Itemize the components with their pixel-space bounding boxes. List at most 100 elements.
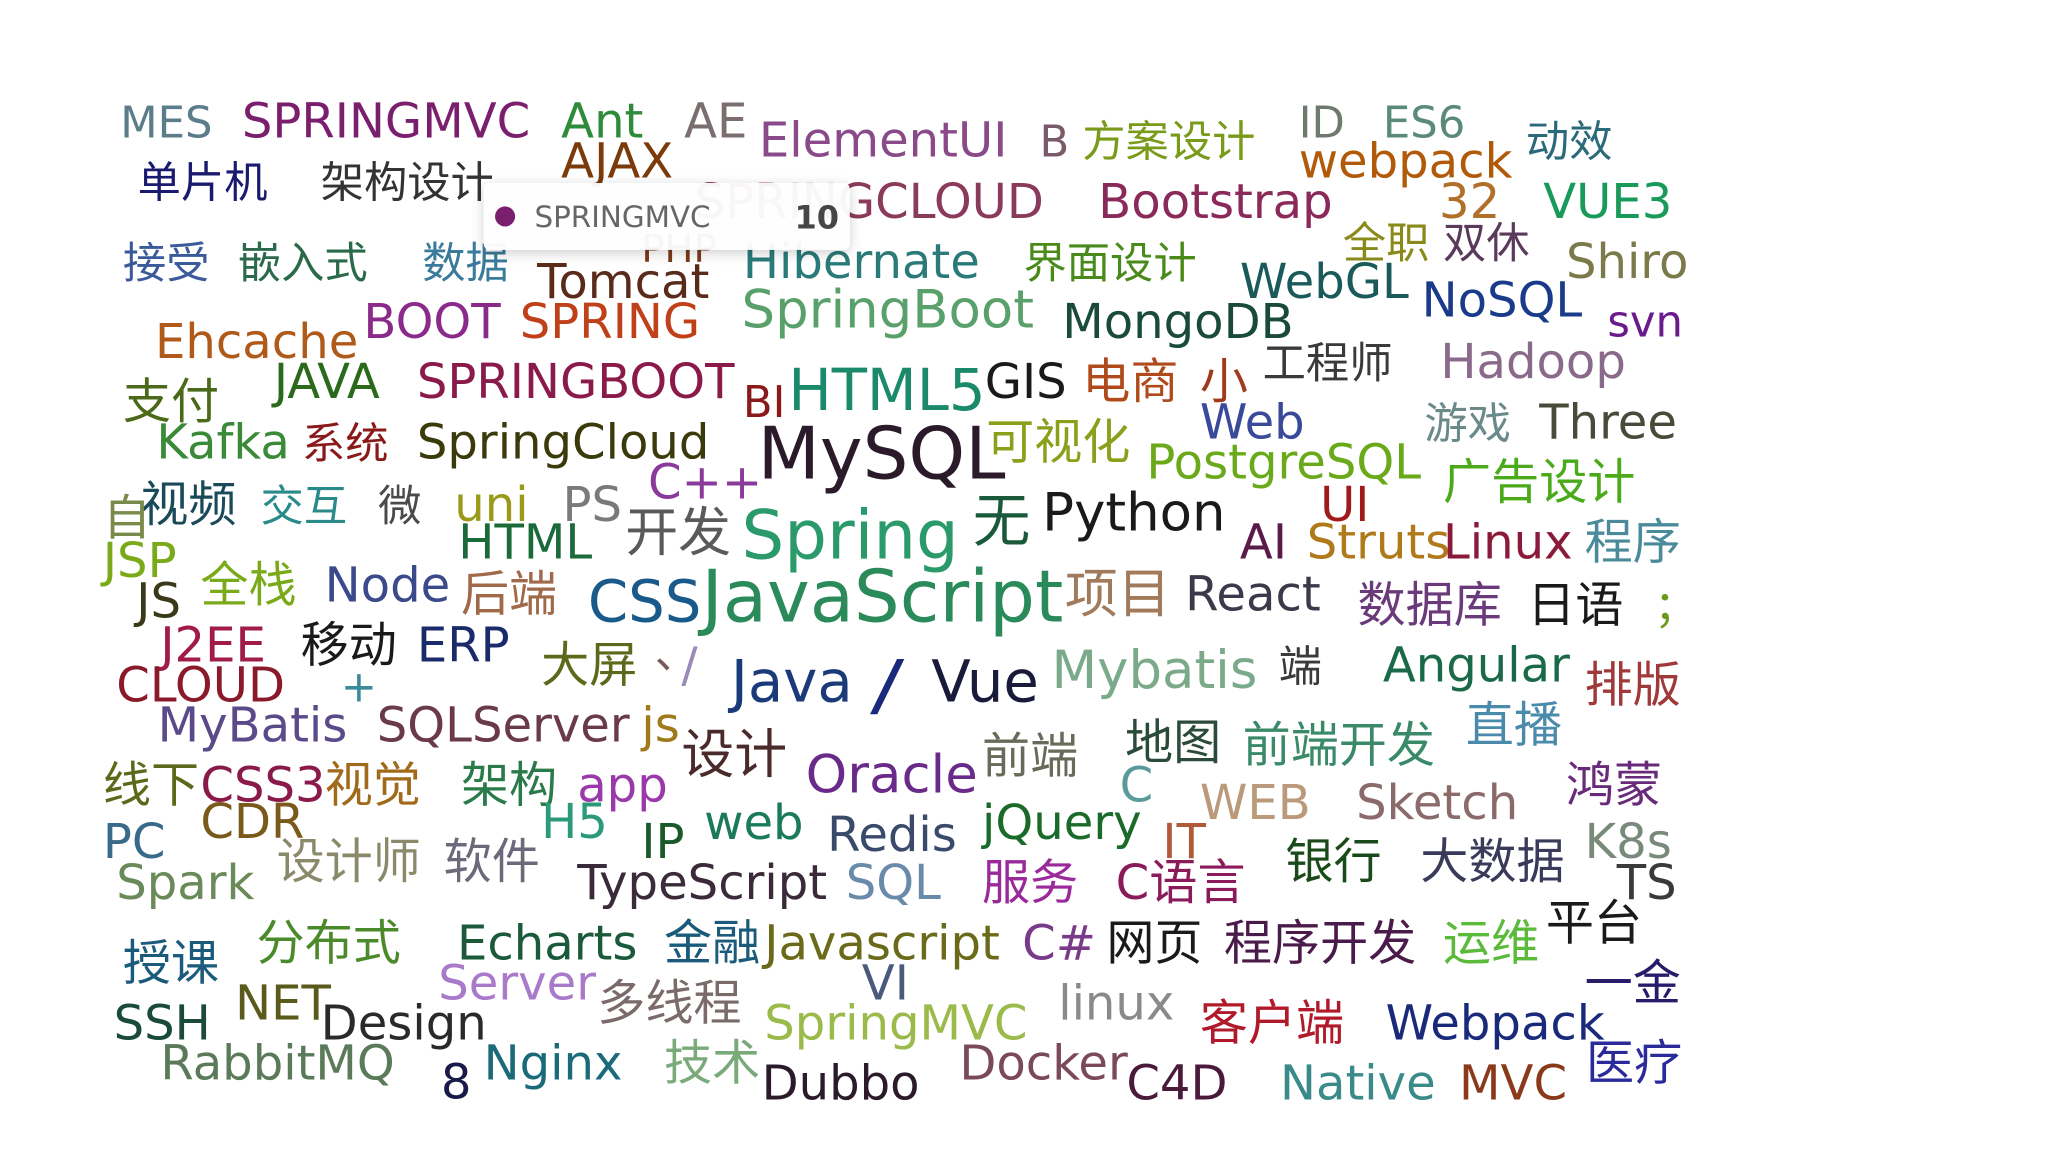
word: IT [1162, 814, 1206, 870]
word: Hadoop [1440, 334, 1626, 390]
word: WEB [1200, 775, 1311, 831]
word: 线下 [103, 758, 199, 814]
word: 日语 [1527, 577, 1623, 633]
tooltip: SPRINGMVC 10 [483, 183, 850, 250]
word: SPRINGMVC [242, 94, 530, 150]
word: Angular [1383, 637, 1570, 693]
word: CLOUD [116, 657, 285, 713]
word: Shiro [1566, 234, 1689, 290]
word: 接受 [123, 239, 210, 289]
word: 医疗 [1586, 1036, 1682, 1092]
word: 架构设计 [321, 159, 494, 209]
word: ElementUI [759, 112, 1008, 168]
word: 动效 [1526, 117, 1613, 167]
word: MES [120, 99, 212, 149]
word: 项目 [1065, 564, 1171, 625]
word: React [1185, 567, 1321, 623]
word: 全职 [1343, 219, 1430, 269]
word: J2EE [157, 617, 266, 673]
word: 广告设计 [1443, 454, 1635, 510]
word: B [1040, 117, 1070, 167]
word: uni [454, 477, 528, 533]
word: CSS [588, 567, 702, 635]
word: 排版 [1585, 657, 1681, 713]
word: Struts [1307, 515, 1451, 571]
word: + [341, 662, 377, 712]
tooltip-box [483, 183, 850, 250]
word: 32 [1439, 174, 1500, 230]
word: 服务 [982, 855, 1078, 911]
word: CDR [200, 794, 304, 850]
word: Design [321, 996, 487, 1052]
word: 可视化 [986, 414, 1130, 470]
word: 程序开发 [1224, 915, 1416, 971]
word: BI [743, 378, 785, 428]
word: webpack [1299, 134, 1513, 190]
word: 金融 [664, 915, 760, 971]
word: 多线程 [597, 975, 741, 1031]
word: SpringBoot [742, 279, 1034, 340]
word: C语言 [1116, 855, 1246, 911]
word: 交互 [261, 482, 348, 532]
word: 双休 [1443, 219, 1530, 269]
word: RabbitMQ [160, 1036, 394, 1092]
word: 界面设计 [1023, 239, 1196, 289]
word: SSH [114, 996, 211, 1052]
word: 视频 [140, 477, 236, 533]
word: Linux [1443, 515, 1573, 571]
word: SQL [846, 855, 941, 911]
word: 无 [973, 487, 1031, 555]
word: 前端开发 [1243, 718, 1435, 774]
word: 方案设计 [1082, 117, 1255, 167]
word: H5 [541, 794, 608, 850]
word: 后端 [461, 567, 557, 623]
word: Spring [742, 497, 959, 575]
word: SpringCloud [417, 414, 710, 470]
word: 客户端 [1200, 996, 1344, 1052]
word: C [1120, 758, 1154, 814]
word: 一金 [1585, 955, 1681, 1011]
word: JSP [100, 533, 177, 589]
word: IP [641, 814, 684, 870]
word: Echarts [457, 915, 637, 971]
word: Native [1280, 1056, 1436, 1112]
word: Redis [827, 807, 957, 863]
word: SQLServer [377, 698, 630, 754]
word: Python [1042, 482, 1225, 543]
word: 视觉 [325, 758, 421, 814]
word: 全栈 [200, 557, 296, 613]
word: TypeScript [576, 855, 827, 911]
word: Ehcache [155, 314, 358, 370]
word: AJAX [561, 134, 673, 190]
word: 微 [378, 482, 421, 532]
word: MVC [1459, 1056, 1567, 1112]
word: 小 [1200, 354, 1248, 410]
word: Webpack [1386, 996, 1605, 1052]
word: 前端 [982, 728, 1078, 784]
word: MySQL [758, 412, 1006, 496]
word: Kafka [156, 414, 290, 470]
word: Web [1200, 394, 1305, 450]
word: UI [1320, 477, 1369, 533]
word: PC [103, 814, 166, 870]
word: K8s [1585, 814, 1672, 870]
word: 8 [441, 1054, 472, 1110]
word: 系统 [302, 419, 389, 469]
words: MES SPRINGMVC Ant AE ElementUI B 方案设计 ID ES6 动效单片… [100, 94, 1698, 1112]
word: 程序 [1585, 515, 1681, 571]
word: 网页 [1106, 915, 1202, 971]
word: GIS [985, 354, 1067, 410]
word: 端 [1279, 642, 1322, 692]
word: C# [1022, 915, 1096, 971]
word: 地图 [1125, 715, 1221, 771]
word: ID [1299, 99, 1345, 149]
word: SpringMVC [764, 996, 1027, 1052]
word: CSS3 [200, 758, 325, 814]
word: 单片机 [138, 159, 268, 209]
word: JavaScript [697, 555, 1063, 639]
word: 游戏 [1424, 399, 1511, 449]
word: js [640, 698, 679, 754]
word: ERP [417, 617, 510, 673]
word: 大屏 [541, 637, 637, 693]
